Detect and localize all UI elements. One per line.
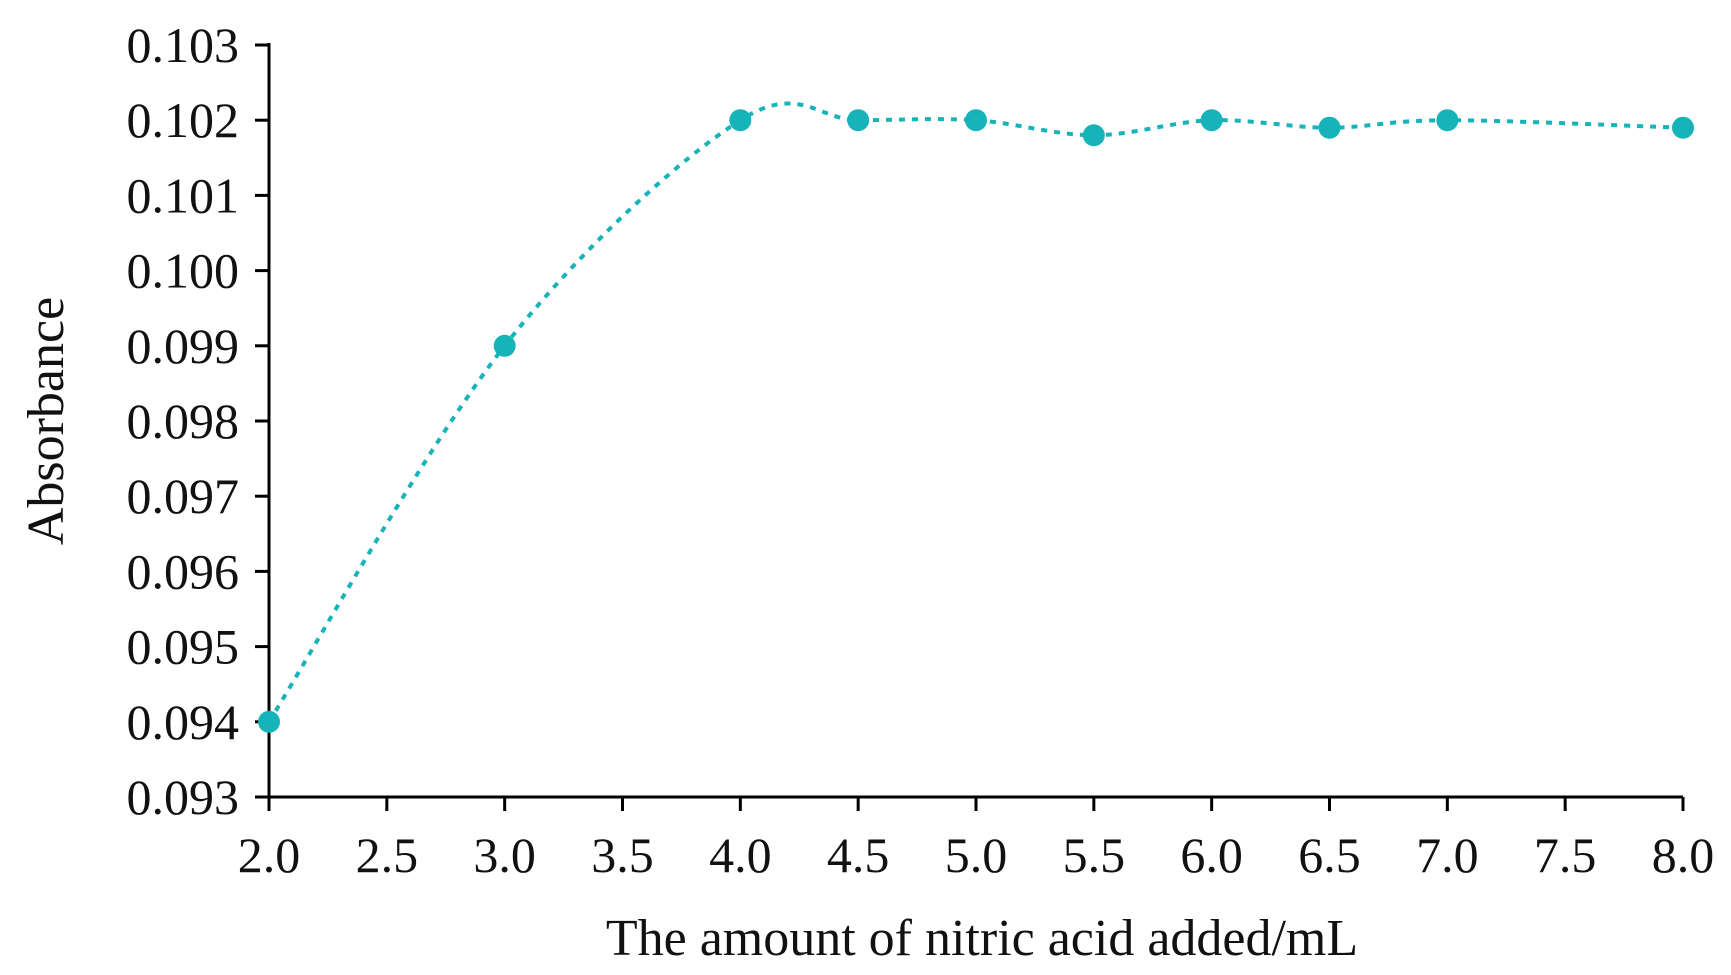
x-tick-label: 3.5	[591, 827, 654, 883]
plot-area: 0.093 0.094 0.095 0.096 0.097 0.098 0.099 0.100…	[127, 17, 1715, 883]
data-point	[965, 109, 987, 132]
data-point	[1082, 124, 1105, 147]
y-tick-label: 0.100	[127, 243, 240, 299]
x-tick-label: 6.0	[1180, 827, 1243, 883]
x-ticks: 2.0 2.5 3.0 3.5 4.0 4.5 5.0 5.5 6.0 6.5 7.0 7.5 8.0	[238, 797, 1715, 883]
x-tick-label: 2.0	[238, 827, 301, 883]
y-tick-label: 0.101	[127, 167, 240, 223]
x-tick-label: 5.5	[1063, 827, 1126, 883]
x-tick-label: 6.5	[1298, 827, 1361, 883]
data-point	[847, 109, 870, 132]
y-tick-label: 0.097	[127, 468, 240, 524]
data-point	[729, 109, 752, 132]
x-tick-label: 4.5	[827, 827, 890, 883]
trend-line	[267, 101, 1684, 723]
x-tick-label: 7.0	[1416, 827, 1479, 883]
y-ticks: 0.093 0.094 0.095 0.096 0.097 0.098 0.099 0.100…	[127, 17, 269, 825]
data-point	[493, 334, 516, 357]
y-tick-label: 0.096	[127, 543, 240, 599]
y-tick-label: 0.102	[127, 92, 240, 148]
data-point	[1672, 116, 1694, 139]
x-tick-label: 4.0	[709, 827, 772, 883]
x-tick-label: 3.0	[473, 827, 536, 883]
data-point	[1318, 116, 1341, 139]
y-tick-label: 0.103	[127, 17, 240, 73]
data-point	[1200, 109, 1223, 132]
y-tick-label: 0.094	[127, 694, 240, 750]
x-tick-label: 2.5	[356, 827, 419, 883]
y-axis-title: Absorbance	[18, 297, 75, 545]
y-tick-label: 0.099	[127, 318, 240, 374]
data-point	[258, 710, 280, 733]
x-tick-label: 8.0	[1652, 827, 1715, 883]
data-point	[1436, 109, 1459, 132]
x-tick-label: 5.0	[945, 827, 1008, 883]
x-axis-title: The amount of nitric acid added/mL	[606, 910, 1358, 967]
y-tick-label: 0.095	[127, 619, 240, 675]
x-tick-label: 7.5	[1534, 827, 1597, 883]
y-tick-label: 0.098	[127, 393, 240, 449]
data-points	[258, 109, 1694, 733]
y-tick-label: 0.093	[127, 769, 240, 825]
